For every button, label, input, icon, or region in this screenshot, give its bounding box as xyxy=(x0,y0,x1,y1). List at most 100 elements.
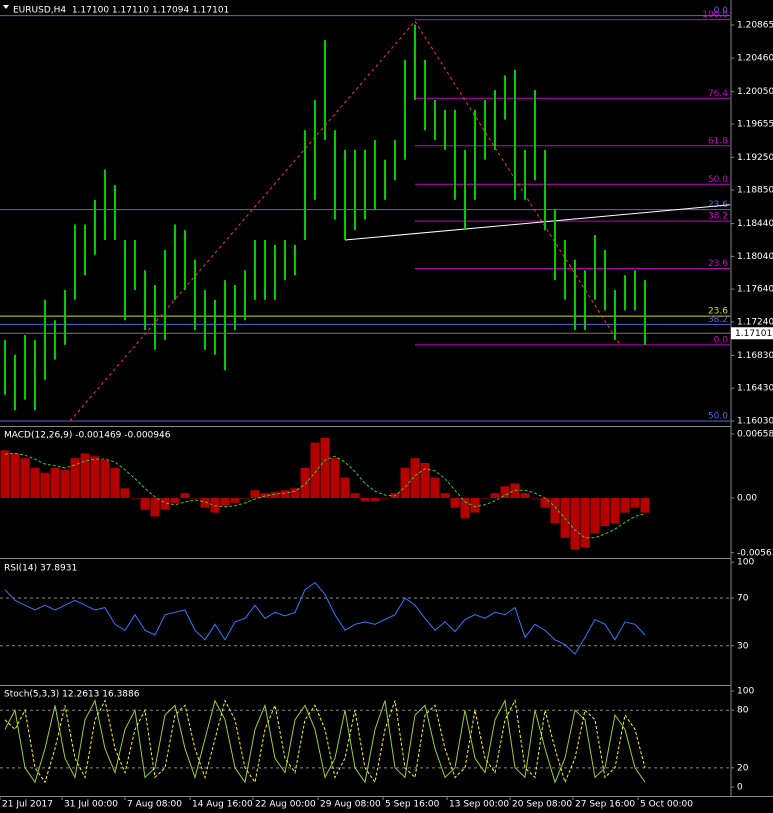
fibo-label: 23.6 xyxy=(708,259,728,269)
x-tick-label: 22 Aug 00:00 xyxy=(255,800,316,810)
macd-bar xyxy=(120,488,130,498)
macd-bar xyxy=(240,497,250,499)
series-line xyxy=(4,699,646,784)
y-tick-label: 1.18040 xyxy=(737,252,773,262)
macd-bar xyxy=(100,460,110,498)
macd-bar xyxy=(290,488,300,498)
macd-bar xyxy=(110,467,120,498)
macd-bar xyxy=(10,453,20,498)
y-tick-label: 0 xyxy=(737,783,743,793)
macd-bar xyxy=(600,497,610,527)
y-tick-label: 1.19250 xyxy=(737,153,773,163)
macd-bar xyxy=(270,492,280,498)
macd-bar xyxy=(370,497,380,501)
y-tick-label: 1.20865 xyxy=(737,20,773,30)
macd-bar xyxy=(60,469,70,498)
macd-bar xyxy=(330,458,340,498)
trendline xyxy=(344,204,731,241)
macd-bar xyxy=(300,467,310,498)
y-tick-label: 1.18850 xyxy=(737,186,773,196)
macd-bar xyxy=(190,497,200,499)
macd-bar xyxy=(620,497,630,513)
macd-bar xyxy=(550,497,560,524)
macd-bar xyxy=(400,467,410,498)
fibo-label: 76.4 xyxy=(708,89,728,99)
y-tick-label: 1.17240 xyxy=(737,317,773,327)
macd-bar xyxy=(530,497,540,499)
macd-bar xyxy=(280,490,290,498)
x-tick-label: 5 Oct 00:00 xyxy=(640,800,693,810)
macd-bar xyxy=(470,497,480,513)
macd-bar xyxy=(50,467,60,498)
macd-bar xyxy=(450,497,460,508)
y-tick-label: 1.20050 xyxy=(737,87,773,97)
macd-bar xyxy=(140,497,150,510)
series-line xyxy=(4,581,646,655)
y-tick-label: 1.19655 xyxy=(737,120,773,130)
y-tick-label: 0.00 xyxy=(737,493,757,503)
x-tick-label: 29 Aug 08:00 xyxy=(320,800,381,810)
macd-bar xyxy=(160,497,170,510)
macd-bar xyxy=(380,497,390,499)
macd-bar xyxy=(580,497,590,548)
macd-bar xyxy=(340,477,350,498)
macd-bar xyxy=(490,493,500,498)
fibo-label: 23.6 xyxy=(708,307,728,317)
macd-bar xyxy=(630,497,640,508)
macd-bar xyxy=(20,458,30,498)
y-tick-label: 100 xyxy=(737,687,754,697)
y-tick-label: 20 xyxy=(737,763,749,773)
macd-bar xyxy=(420,462,430,498)
macd-bar xyxy=(410,458,420,498)
x-tick-label: 13 Sep 00:00 xyxy=(449,800,509,810)
y-tick-label: 1.20460 xyxy=(737,54,773,64)
y-tick-label: 70 xyxy=(737,594,749,604)
macd-bar xyxy=(310,442,320,498)
trendline xyxy=(69,20,416,422)
macd-bar xyxy=(540,497,550,508)
macd-bar xyxy=(200,497,210,508)
macd-bar xyxy=(640,497,650,513)
macd-bar xyxy=(130,497,140,499)
fibo-label: 38.2 xyxy=(708,315,728,325)
x-tick-label: 31 Jul 00:00 xyxy=(64,800,118,810)
macd-bar xyxy=(220,497,230,506)
fibo-label: 23.6 xyxy=(708,200,728,210)
y-tick-label: 1.18440 xyxy=(737,219,773,229)
macd-bar xyxy=(610,497,620,524)
macd-bar xyxy=(440,493,450,498)
panel-title: Stoch(5,3,3) 12.2613 16.3886 xyxy=(4,690,140,700)
macd-bar xyxy=(360,497,370,501)
panel-title: MACD(12,26,9) -0.001469 -0.000946 xyxy=(4,431,171,441)
y-tick-label: 1.16030 xyxy=(737,416,773,426)
macd-bar xyxy=(40,472,50,498)
macd-bar xyxy=(350,493,360,498)
y-tick-label: 1.16430 xyxy=(737,384,773,394)
macd-bar xyxy=(500,486,510,498)
x-tick-label: 7 Aug 08:00 xyxy=(127,800,182,810)
macd-bar xyxy=(230,497,240,503)
x-tick-label: 5 Sep 16:00 xyxy=(385,800,440,810)
series-line xyxy=(4,452,646,539)
macd-bar xyxy=(150,497,160,517)
macd-bar xyxy=(70,458,80,498)
macd-bar xyxy=(180,493,190,498)
series-line xyxy=(4,699,646,784)
fibo-label: 61.8 xyxy=(708,136,728,146)
fibo-label: 0.0 xyxy=(714,6,729,16)
macd-bar xyxy=(460,497,470,519)
macd-bar xyxy=(170,497,180,503)
menu-icon[interactable] xyxy=(3,5,9,9)
x-tick-label: 27 Sep 16:00 xyxy=(575,800,635,810)
panel-title: RSI(14) 37.8931 xyxy=(4,564,77,574)
macd-bar xyxy=(590,497,600,533)
macd-bar xyxy=(30,467,40,498)
y-tick-label: 80 xyxy=(737,706,749,716)
fibo-label: 0.0 xyxy=(714,335,729,345)
x-tick-label: 20 Sep 08:00 xyxy=(512,800,572,810)
macd-bar xyxy=(0,450,10,498)
fibo-label: 50.0 xyxy=(708,175,728,185)
x-tick-label: 21 Jul 2017 xyxy=(2,800,53,810)
